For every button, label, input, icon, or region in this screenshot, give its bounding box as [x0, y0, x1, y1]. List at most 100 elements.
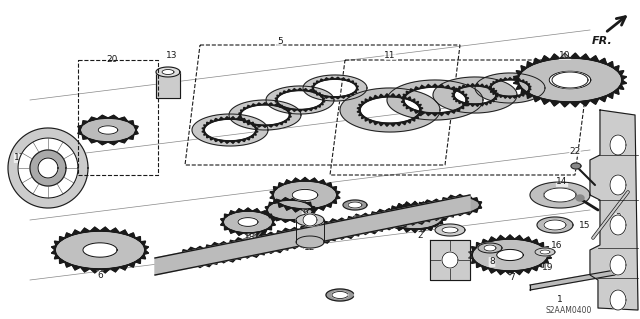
Polygon shape	[289, 243, 292, 246]
Polygon shape	[297, 88, 303, 91]
Polygon shape	[418, 104, 421, 108]
Polygon shape	[324, 78, 330, 80]
Polygon shape	[378, 217, 383, 220]
Polygon shape	[403, 103, 406, 106]
Polygon shape	[367, 216, 371, 219]
Polygon shape	[385, 227, 394, 230]
Polygon shape	[162, 70, 174, 75]
Polygon shape	[538, 263, 543, 268]
Polygon shape	[274, 123, 279, 126]
Polygon shape	[266, 248, 269, 251]
Polygon shape	[465, 211, 472, 215]
Polygon shape	[358, 104, 362, 108]
Polygon shape	[465, 97, 468, 100]
Polygon shape	[135, 237, 141, 242]
Polygon shape	[488, 100, 492, 104]
Polygon shape	[438, 85, 445, 88]
Polygon shape	[357, 108, 360, 110]
Polygon shape	[332, 187, 337, 191]
Polygon shape	[287, 108, 292, 110]
Polygon shape	[560, 101, 570, 107]
Polygon shape	[18, 138, 78, 198]
Polygon shape	[269, 202, 274, 206]
Text: 16: 16	[551, 241, 563, 249]
Polygon shape	[292, 178, 300, 182]
Polygon shape	[188, 247, 196, 251]
Polygon shape	[411, 229, 419, 233]
Polygon shape	[613, 66, 619, 71]
Polygon shape	[204, 263, 212, 267]
Polygon shape	[323, 240, 331, 243]
Polygon shape	[456, 99, 459, 102]
Polygon shape	[401, 223, 407, 226]
Polygon shape	[324, 96, 330, 98]
Polygon shape	[296, 234, 300, 237]
Polygon shape	[397, 204, 403, 208]
Polygon shape	[356, 86, 358, 88]
Polygon shape	[276, 241, 282, 245]
Polygon shape	[221, 218, 225, 222]
Polygon shape	[438, 220, 443, 225]
Polygon shape	[290, 219, 299, 222]
Polygon shape	[255, 130, 258, 132]
Polygon shape	[447, 211, 456, 215]
Polygon shape	[348, 202, 362, 208]
Polygon shape	[438, 210, 443, 214]
Polygon shape	[54, 254, 60, 259]
Polygon shape	[290, 246, 299, 249]
Polygon shape	[340, 96, 346, 98]
Polygon shape	[276, 231, 282, 234]
Polygon shape	[221, 222, 225, 226]
Polygon shape	[218, 254, 221, 257]
Polygon shape	[134, 130, 138, 135]
Polygon shape	[270, 195, 275, 199]
Polygon shape	[314, 241, 323, 244]
Polygon shape	[266, 232, 275, 235]
Polygon shape	[470, 104, 475, 107]
Polygon shape	[8, 128, 88, 208]
Polygon shape	[284, 236, 289, 239]
Polygon shape	[354, 83, 356, 86]
Polygon shape	[476, 242, 481, 248]
Polygon shape	[253, 125, 256, 128]
Polygon shape	[251, 104, 256, 107]
Polygon shape	[544, 188, 576, 202]
Polygon shape	[495, 95, 498, 97]
Polygon shape	[252, 232, 260, 235]
Polygon shape	[426, 112, 432, 115]
Polygon shape	[497, 235, 506, 240]
Polygon shape	[180, 249, 220, 265]
Polygon shape	[320, 225, 324, 229]
Polygon shape	[362, 115, 365, 119]
Polygon shape	[424, 216, 432, 219]
Polygon shape	[312, 88, 314, 90]
Polygon shape	[472, 198, 478, 202]
Polygon shape	[492, 88, 494, 91]
Polygon shape	[318, 180, 326, 184]
Polygon shape	[494, 97, 497, 100]
Polygon shape	[236, 209, 244, 212]
Polygon shape	[442, 198, 447, 202]
Polygon shape	[306, 240, 314, 243]
Polygon shape	[503, 78, 508, 80]
Polygon shape	[336, 234, 340, 237]
Polygon shape	[218, 257, 221, 261]
Polygon shape	[540, 250, 550, 254]
Polygon shape	[373, 121, 378, 125]
Polygon shape	[529, 88, 531, 90]
Polygon shape	[541, 56, 550, 62]
Polygon shape	[346, 219, 355, 222]
Polygon shape	[110, 228, 120, 233]
Polygon shape	[270, 191, 275, 195]
Polygon shape	[346, 79, 350, 82]
Polygon shape	[303, 75, 367, 101]
Polygon shape	[118, 138, 128, 143]
Polygon shape	[226, 244, 229, 248]
Polygon shape	[392, 206, 397, 211]
Polygon shape	[226, 248, 229, 251]
Polygon shape	[308, 108, 313, 110]
Polygon shape	[260, 211, 267, 215]
Text: 6: 6	[97, 271, 103, 279]
Polygon shape	[387, 210, 392, 214]
Polygon shape	[415, 206, 419, 210]
